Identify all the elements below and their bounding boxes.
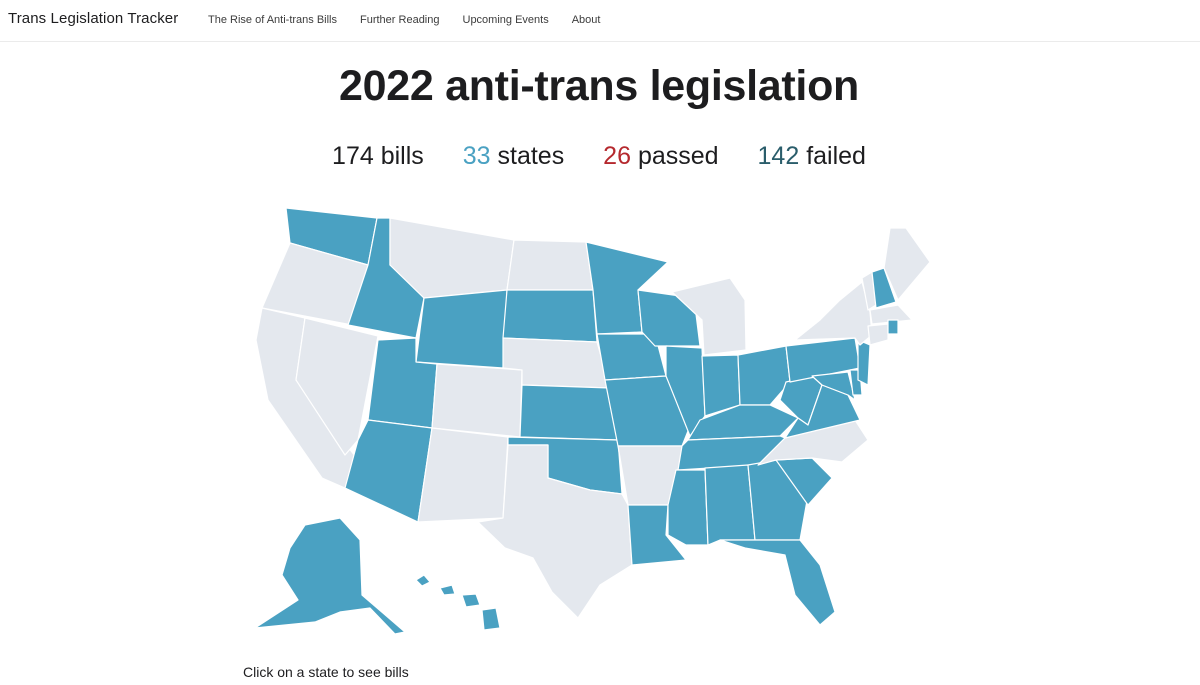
state-AL[interactable] [704,464,756,546]
state-LA[interactable] [627,504,687,566]
nav-link-rise-of-bills[interactable]: The Rise of Anti-trans Bills [208,14,337,26]
stat-passed: 26 passed [603,142,718,171]
state-KS[interactable] [519,384,619,441]
map-hint: Click on a state to see bills [243,664,409,680]
state-NV[interactable] [295,317,379,456]
state-ME[interactable] [883,227,931,301]
state-MO[interactable] [604,375,691,447]
stat-bills-label: bills [380,142,424,170]
stat-bills: 174 bills [332,142,424,171]
nav-link-upcoming-events[interactable]: Upcoming Events [462,14,549,26]
us-map-svg [254,207,931,635]
nav-link-about[interactable]: About [571,14,601,26]
stat-failed-label: failed [806,142,866,170]
stat-states-value: 33 [462,142,491,170]
stat-passed-value: 26 [603,142,631,170]
page-title: 2022 anti-trans legislation [338,62,859,110]
state-MI[interactable] [671,277,747,356]
stats-bar: 174 bills 33 states 26 passed 142 failed [0,142,1198,171]
state-TX[interactable] [477,444,633,619]
state-NM[interactable] [417,427,509,523]
brand-link[interactable]: Trans Legislation Tracker [8,10,179,27]
nav-link-further-reading[interactable]: Further Reading [360,14,440,26]
stat-states-label: states [497,142,565,170]
state-NH[interactable] [871,267,897,309]
state-SD[interactable] [502,289,598,343]
us-map [240,195,940,640]
state-ND[interactable] [506,239,594,291]
stat-failed: 142 failed [758,142,866,171]
state-CT[interactable] [867,323,889,346]
state-MS[interactable] [667,469,709,546]
stat-bills-value: 174 [332,142,374,170]
state-AZ[interactable] [344,419,433,523]
state-FL[interactable] [719,539,836,626]
stat-states: 33 states [463,142,564,171]
state-HI[interactable] [415,574,501,631]
state-CO[interactable] [431,363,523,438]
stat-passed-label: passed [637,142,719,170]
state-NJ[interactable] [857,339,871,386]
state-MD[interactable] [811,371,856,401]
state-NY[interactable] [794,281,873,346]
state-AK[interactable] [254,517,406,635]
state-MA[interactable] [869,304,913,325]
state-WY[interactable] [415,289,508,369]
navbar: Trans Legislation Tracker The Rise of An… [0,0,1200,42]
nav-links: The Rise of Anti-trans Bills Further Rea… [208,14,623,26]
stat-failed-value: 142 [757,142,800,170]
state-RI[interactable] [887,319,899,335]
state-OH[interactable] [737,345,791,406]
